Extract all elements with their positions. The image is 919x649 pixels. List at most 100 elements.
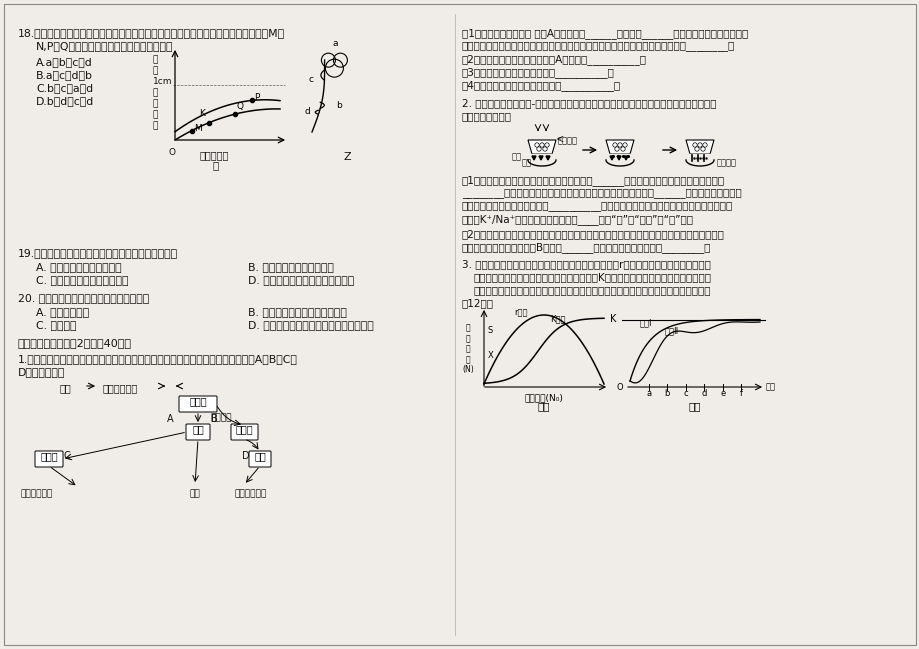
Text: D. 血液中促甲状腺激素释放激素含量下降: D. 血液中促甲状腺激素释放激素含量下降 (248, 320, 373, 330)
Text: D.b、d、c、d: D.b、d、c、d (36, 96, 94, 106)
Circle shape (618, 143, 621, 147)
Text: 图甲: 图甲 (538, 401, 550, 411)
Text: 血管: 血管 (190, 489, 200, 498)
Text: b: b (336, 101, 342, 110)
Text: b: b (664, 389, 669, 398)
FancyBboxPatch shape (249, 451, 271, 467)
Text: 种
群
数
量
(N): 种 群 数 量 (N) (461, 324, 473, 374)
Text: A: A (167, 414, 174, 424)
Text: e: e (720, 389, 725, 398)
Circle shape (614, 147, 618, 151)
Text: B. 植物的向光性和顶端优势: B. 植物的向光性和顶端优势 (248, 262, 334, 272)
Text: D: D (242, 451, 249, 461)
Text: 曲线Ⅱ: 曲线Ⅱ (664, 326, 678, 335)
Text: A. 根的向地性和茎的背地性: A. 根的向地性和茎的背地性 (36, 262, 121, 272)
Polygon shape (528, 140, 555, 154)
Circle shape (544, 143, 549, 147)
Polygon shape (686, 140, 713, 154)
Text: 二、非选择题（每空2分，共40分）: 二、非选择题（每空2分，共40分） (18, 338, 131, 348)
Polygon shape (539, 156, 542, 160)
Text: C: C (64, 451, 71, 461)
Text: 生: 生 (153, 55, 158, 64)
Text: 生殖力强但存活率低，亲代对后代缺乏保护；K对策生物通常个体大，寿命长，生殖力: 生殖力强但存活率低，亲代对后代缺乏保护；K对策生物通常个体大，寿命长，生殖力 (473, 272, 711, 282)
Text: （2）若切除动物的甲状腺，图中A的浓度会__________。: （2）若切除动物的甲状腺，图中A的浓度会__________。 (461, 54, 646, 65)
Text: 需: 需 (153, 99, 158, 108)
Text: 离子通道: 离子通道 (716, 158, 736, 167)
Circle shape (534, 143, 539, 147)
Circle shape (542, 147, 547, 151)
Circle shape (700, 147, 705, 151)
Polygon shape (623, 156, 628, 160)
Text: C. 茎的背地性和植物的向光性: C. 茎的背地性和植物的向光性 (36, 275, 129, 285)
Text: B.a、c、d、b: B.a、c、d、b (36, 70, 93, 80)
Text: （12分）: （12分） (461, 298, 494, 308)
Text: （2）如果皮肤被剥伤而感染破伤风杆菌，侵入机体的破伤风杆菌会被吞噬细胞摄取和处理，暴: （2）如果皮肤被剥伤而感染破伤风杆菌，侵入机体的破伤风杆菌会被吞噬细胞摄取和处理… (461, 229, 724, 239)
Text: a: a (645, 389, 651, 398)
Text: 寒冷: 寒冷 (60, 383, 72, 393)
Text: （4）由图可知人体血糖调节方式为__________。: （4）由图可知人体血糖调节方式为__________。 (461, 80, 620, 91)
Text: c: c (308, 75, 313, 84)
Text: 间: 间 (153, 121, 158, 130)
Text: 胰岛: 胰岛 (254, 451, 266, 461)
Text: 生长素浓度: 生长素浓度 (199, 150, 229, 160)
Text: 时间: 时间 (766, 382, 775, 391)
Polygon shape (528, 154, 555, 157)
Text: 机原: 机原 (512, 152, 521, 161)
Text: 18.将植物横放，测量根和茎生长素浓度与其生长状况的关系如下图甲所示，则曲线上M、: 18.将植物横放，测量根和茎生长素浓度与其生长状况的关系如下图甲所示，则曲线上M… (18, 28, 285, 38)
Text: K对策: K对策 (550, 314, 565, 323)
Text: 甲: 甲 (213, 160, 219, 170)
Text: A.a、b、c、d: A.a、b、c、d (36, 57, 93, 67)
Text: a: a (332, 39, 337, 48)
Text: r对策: r对策 (514, 309, 527, 318)
Text: 神经末梢: 神经末梢 (558, 136, 577, 145)
Polygon shape (606, 140, 633, 154)
Text: 弱但存活率高，亲代对后代有很好的保护；图乙是种群的数量变化。请回答以下问题：: 弱但存活率高，亲代对后代有很好的保护；图乙是种群的数量变化。请回答以下问题： (473, 285, 710, 295)
Circle shape (539, 143, 544, 147)
Text: 图乙: 图乙 (688, 401, 700, 411)
Text: 下丘脑: 下丘脑 (189, 396, 207, 406)
Circle shape (692, 143, 697, 147)
Text: 所: 所 (153, 88, 158, 97)
Text: f: f (739, 389, 743, 398)
Text: 代谢活动增强: 代谢活动增强 (21, 489, 53, 498)
Text: 肾上腺: 肾上腺 (235, 424, 253, 434)
Circle shape (622, 143, 627, 147)
Text: c: c (683, 389, 687, 398)
Text: 露其特有的抗原，受刺激的B细胞在______的作用下，增殖、分化为________。: 露其特有的抗原，受刺激的B细胞在______的作用下，增殖、分化为_______… (461, 242, 710, 253)
FancyBboxPatch shape (231, 424, 257, 440)
Circle shape (536, 147, 540, 151)
FancyBboxPatch shape (35, 451, 62, 467)
Text: 曲线Ⅰ: 曲线Ⅰ (639, 319, 652, 328)
Text: 1cm: 1cm (153, 77, 173, 86)
Text: D表示激素）。: D表示激素）。 (18, 367, 65, 377)
Text: 同时机体还可以通过皮肤血管收缩等变化以减少散热，人体产生寒冷感觉的场所是________。: 同时机体还可以通过皮肤血管收缩等变化以减少散热，人体产生寒冷感觉的场所是____… (461, 41, 734, 51)
Circle shape (612, 143, 617, 147)
Text: （3）抗利尿激素的合成的器官是__________，: （3）抗利尿激素的合成的器官是__________， (461, 67, 614, 78)
Text: 肌膜上的特异性受体结合，引起__________内流，使肌膜发生电位变化，肌肉收缩。肌细胞: 肌膜上的特异性受体结合，引起__________内流，使肌膜发生电位变化，肌肉收… (461, 201, 732, 211)
Text: 长: 长 (153, 66, 158, 75)
Text: 3. 图甲是两类生物种群数量变化动态曲线的比较，其中r对策生物通常个体小，寿命短，: 3. 图甲是两类生物种群数量变化动态曲线的比较，其中r对策生物通常个体小，寿命短… (461, 259, 710, 269)
Circle shape (697, 143, 701, 147)
Text: 制，请分析回答：: 制，请分析回答： (461, 111, 512, 121)
Polygon shape (617, 156, 620, 160)
Text: X: X (487, 352, 494, 360)
Text: （1）人体在寒冷环境下 图中A激素分泌量______和细胞内______的活动增强以增加产热量，: （1）人体在寒冷环境下 图中A激素分泌量______和细胞内______的活动增… (461, 28, 747, 39)
Polygon shape (606, 154, 633, 157)
Text: 19.生长素对植物不同部位的影响相同的一组是（）。: 19.生长素对植物不同部位的影响相同的一组是（）。 (18, 248, 178, 258)
Polygon shape (545, 156, 550, 160)
Text: 垂体: 垂体 (192, 424, 204, 434)
Text: C.b、c、a、d: C.b、c、a、d (36, 83, 93, 93)
Text: S: S (487, 326, 493, 335)
Circle shape (702, 143, 707, 147)
Polygon shape (609, 156, 613, 160)
Text: M: M (194, 123, 201, 132)
Text: O: O (169, 148, 176, 157)
Text: 伸出神经: 伸出神经 (210, 413, 233, 422)
Text: 膜内的K⁺/Na⁺在动作电位比静息电位____（填“低”、“等于”、“高”）。: 膜内的K⁺/Na⁺在动作电位比静息电位____（填“低”、“等于”、“高”）。 (461, 214, 693, 225)
Polygon shape (531, 156, 536, 160)
Text: P: P (254, 93, 259, 103)
Text: ________，发生反射时，神经冲动传至神经末梢，突触前膜通过______释放出神经递质，与: ________，发生反射时，神经冲动传至神经末梢，突触前膜通过______释放… (461, 188, 741, 198)
Text: 1.下图表示人体血糖浓度发生变化和人体受寒冷刺激后的部分调节过程的示意图（A、B、C、: 1.下图表示人体血糖浓度发生变化和人体受寒冷刺激后的部分调节过程的示意图（A、B… (18, 354, 298, 364)
Text: A. 生长发育缓慢: A. 生长发育缓慢 (36, 307, 89, 317)
Text: O: O (616, 382, 622, 391)
